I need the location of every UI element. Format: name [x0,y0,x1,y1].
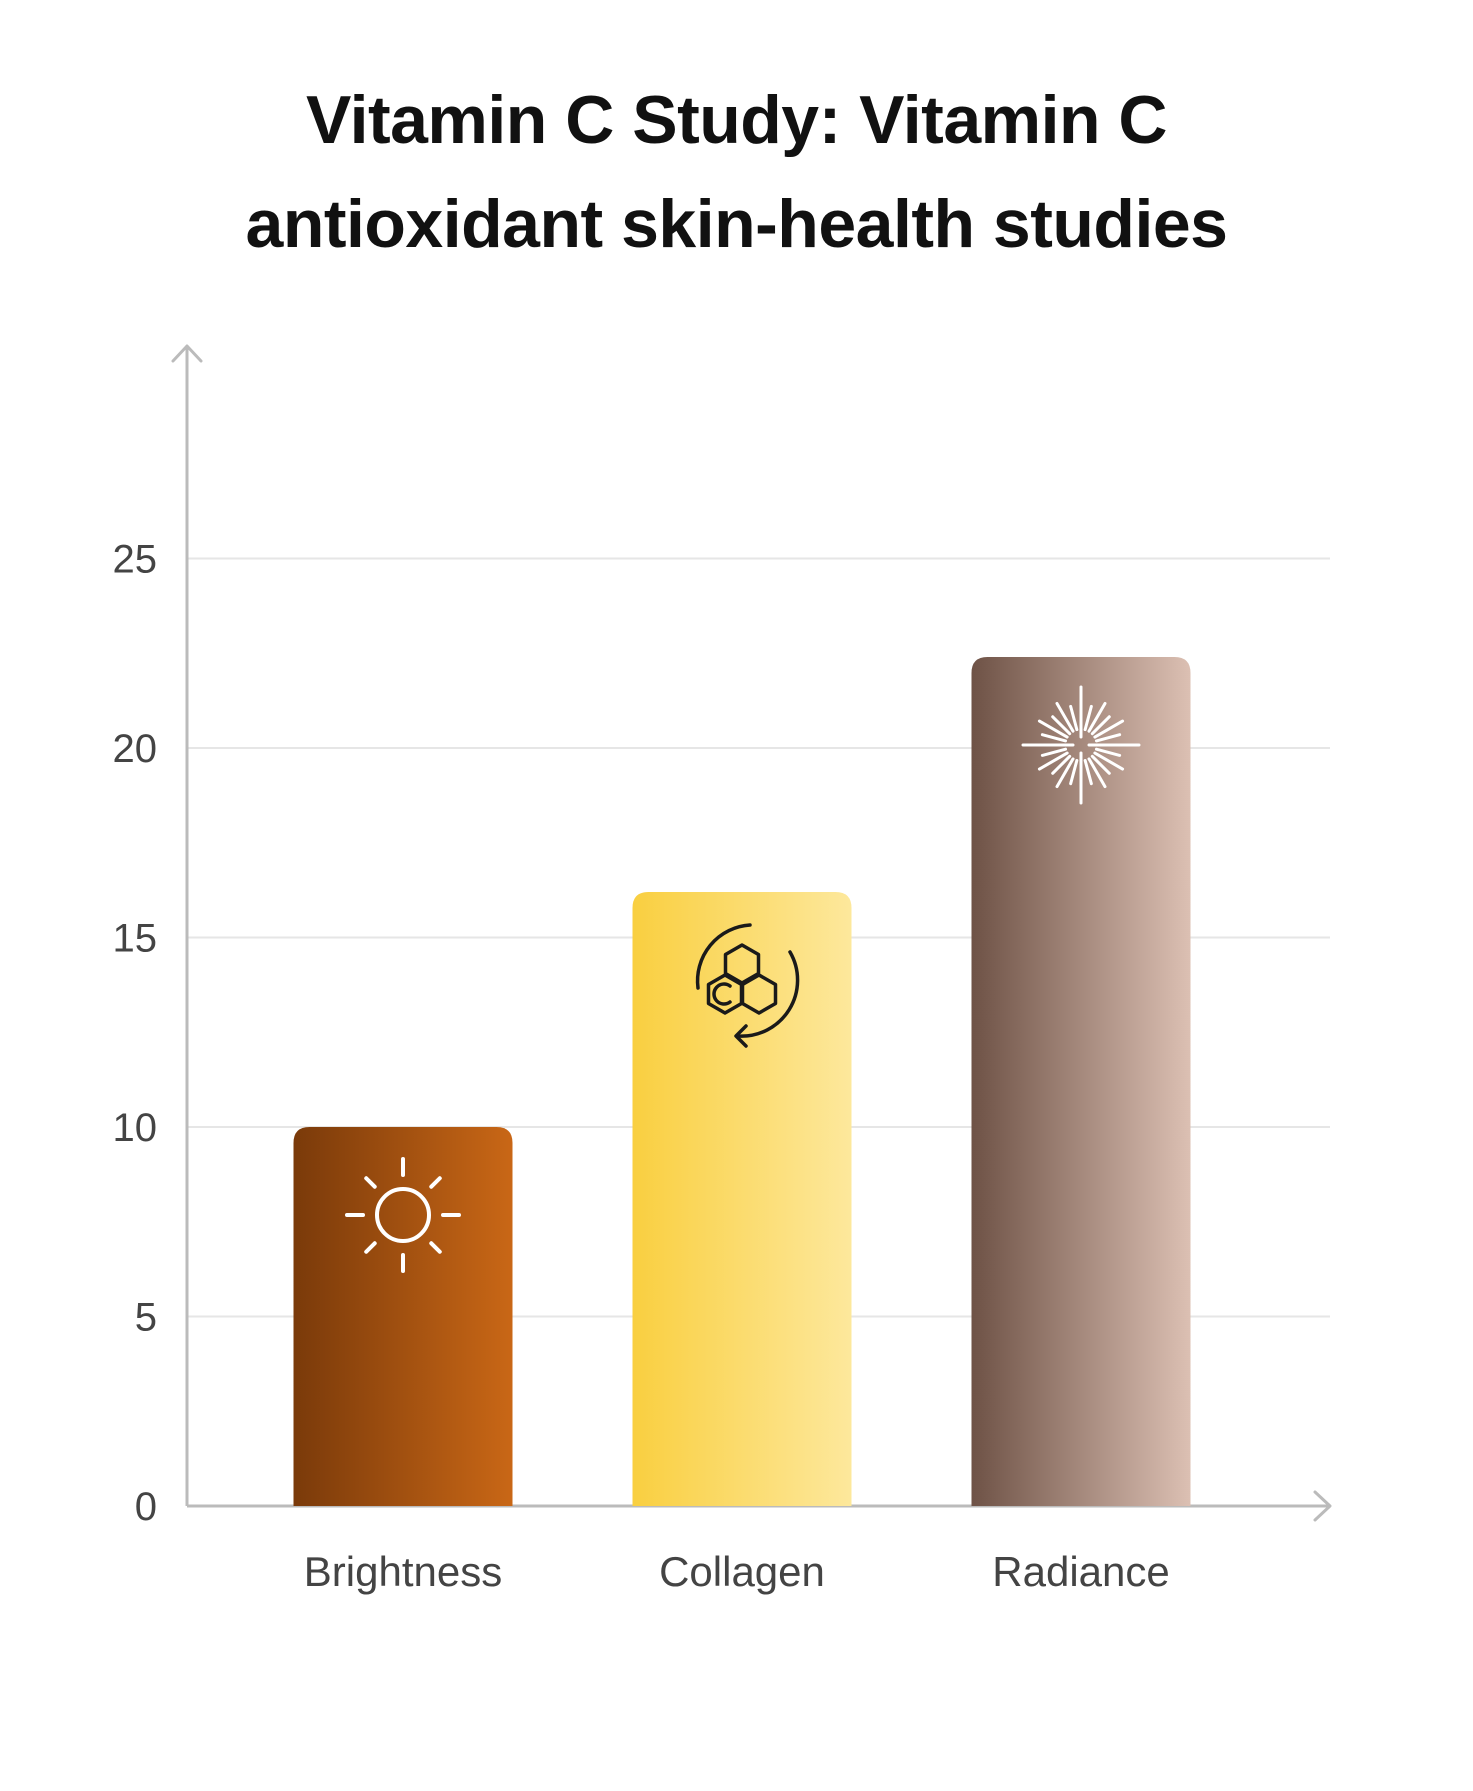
bars [293,657,1191,1506]
y-axis-arrowhead [171,344,203,363]
x-category-labels: Brightness Collagen Radiance [304,1548,1170,1595]
bar-brightness [293,1127,513,1506]
sparkle-burst-icon [1021,685,1141,805]
x-category-label: Radiance [992,1548,1169,1595]
y-tick-label: 25 [113,538,158,582]
x-category-label: Collagen [659,1548,825,1595]
chart-title: Vitamin C Study: Vitamin C antioxidant s… [0,68,1473,276]
sun-icon [345,1157,461,1273]
y-tick-labels: 0 5 10 15 20 25 [113,538,158,1530]
x-category-label: Brightness [304,1548,502,1595]
bar-radiance [971,657,1191,1506]
chart-title-line-1: Vitamin C Study: Vitamin C [305,82,1168,158]
y-tick-label: 20 [113,727,158,771]
y-tick-label: 15 [113,917,158,961]
bar-collagen [632,892,852,1506]
y-tick-label: 0 [135,1485,157,1529]
y-tick-label: 10 [113,1106,158,1150]
molecule-c-cycle-icon [695,923,800,1048]
chart-title-line-2: antioxidant skin-health studies [245,186,1229,262]
y-tick-label: 5 [135,1296,157,1340]
x-axis-arrowhead [1313,1490,1332,1522]
